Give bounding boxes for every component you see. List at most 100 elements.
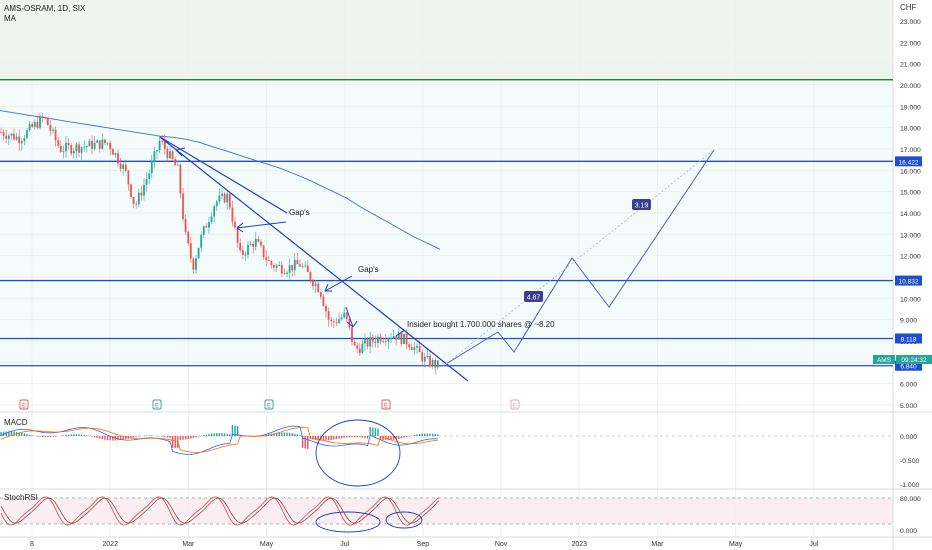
gap-arrow-2 xyxy=(324,275,353,292)
macd-hist-bar xyxy=(39,436,41,437)
badge-1[interactable] xyxy=(524,291,543,302)
macd-hist-bar xyxy=(179,436,182,440)
time-axis[interactable]: 8 2022 Mar May Jul Sep Nov 2023 Mar May Jul xyxy=(30,541,819,548)
candle-body xyxy=(275,265,278,268)
trend-line-main xyxy=(159,136,469,382)
candle-body xyxy=(280,264,283,274)
gap-arrow-1 xyxy=(236,221,287,229)
stoch-k-line xyxy=(0,496,440,526)
gaps-annotation-1[interactable]: Gap's xyxy=(289,208,310,217)
macd-hist-bar xyxy=(286,432,288,436)
macd-hist-bar xyxy=(348,436,351,438)
candle-body xyxy=(429,355,431,367)
candle-body xyxy=(379,336,382,342)
candle-body xyxy=(322,296,325,306)
candle-body xyxy=(161,141,164,142)
macd-hist-bar xyxy=(426,433,429,436)
gaps-annotation-2[interactable]: Gap's xyxy=(358,265,379,274)
price-tick: 12.000 xyxy=(900,254,921,261)
candle-body xyxy=(135,203,138,205)
macd-hist-bar xyxy=(273,433,275,436)
macd-hist-bar xyxy=(364,436,366,439)
candle-body xyxy=(7,135,10,139)
macd-hist-bar xyxy=(10,431,13,436)
candle-body xyxy=(239,242,242,251)
stoch-pane xyxy=(0,496,893,533)
macd-hist-bar xyxy=(65,434,67,436)
macd-hist-bar xyxy=(166,436,169,438)
candle-body xyxy=(241,250,244,255)
macd-hist-bar xyxy=(205,434,208,436)
candle-body xyxy=(387,338,390,342)
candle-body xyxy=(397,332,400,340)
macd-hist-bar xyxy=(405,436,408,438)
candle-body xyxy=(351,327,353,342)
badge-2[interactable] xyxy=(632,199,651,210)
macd-hist-bar xyxy=(317,436,319,441)
macd-highlight-circle xyxy=(315,419,401,487)
candle-body xyxy=(184,219,187,232)
candle-body xyxy=(410,347,413,350)
macd-hist-bar xyxy=(275,432,278,436)
candle-body xyxy=(283,273,286,275)
candle-body xyxy=(166,149,169,159)
macd-hist-bar xyxy=(112,436,114,441)
macd-hist-bar xyxy=(338,436,340,439)
stoch-highlight-2 xyxy=(385,511,423,529)
macd-hist-bar xyxy=(47,436,49,438)
currency-label: CHF xyxy=(900,3,917,12)
macd-hist-bar xyxy=(325,436,327,441)
earnings-marker xyxy=(381,399,391,410)
candle-body xyxy=(122,164,125,169)
candle-body xyxy=(434,359,437,368)
macd-hist-bar xyxy=(229,434,231,436)
macd-axis: 0.000 -0.500 -1.000 xyxy=(900,434,919,489)
candle-body xyxy=(405,333,408,345)
candle-body xyxy=(218,195,221,202)
time-tick: Mar xyxy=(182,541,195,548)
stoch-band xyxy=(0,498,893,524)
macd-hist-bar xyxy=(52,436,54,437)
candle-body xyxy=(200,234,203,248)
candle-body xyxy=(72,150,75,154)
candle-body xyxy=(179,164,182,194)
macd-hist-bar xyxy=(343,436,345,438)
price-tick: 13.000 xyxy=(900,232,921,239)
candle-body xyxy=(124,164,127,171)
candle-body xyxy=(156,150,158,152)
macd-hist-bar xyxy=(182,436,184,440)
candle-body xyxy=(418,345,421,353)
candle-body xyxy=(374,341,377,344)
arrow-down xyxy=(345,306,354,328)
time-tick: Jul xyxy=(340,541,349,548)
price-tick: 23.000 xyxy=(900,19,921,26)
macd-hist-bar xyxy=(330,436,332,440)
macd-hist-bar xyxy=(294,433,296,436)
candle-body xyxy=(278,264,281,266)
candle-body xyxy=(192,258,195,270)
time-tick: 8 xyxy=(30,541,34,548)
candle-body xyxy=(143,184,145,196)
level-tag-text: 6.840 xyxy=(900,364,917,371)
countdown-tag xyxy=(896,355,932,364)
macd-hist-bar xyxy=(5,431,7,436)
candle-body xyxy=(262,245,265,258)
candle-body xyxy=(49,125,52,131)
stoch-label: StochRSI xyxy=(4,493,38,502)
time-tick: 2022 xyxy=(102,541,118,548)
price-axis[interactable]: 23.000 22.000 21.000 20.000 19.000 18.000 17.0… xyxy=(900,19,921,410)
candle-body xyxy=(67,142,70,146)
time-tick: May xyxy=(260,541,274,548)
macd-label: MACD xyxy=(4,418,28,427)
macd-hist-bar xyxy=(333,436,335,440)
insider-annotation[interactable]: Insider bought 1.700.000 shares @ ~8.20 xyxy=(407,320,555,329)
candle-body xyxy=(158,141,161,151)
macd-hist-bar xyxy=(83,434,85,436)
candle-body xyxy=(145,179,148,185)
stoch-highlight-1 xyxy=(315,511,381,533)
macd-hist-bar xyxy=(356,436,358,438)
macd-hist-bar xyxy=(304,436,306,449)
candle-body xyxy=(148,173,151,180)
